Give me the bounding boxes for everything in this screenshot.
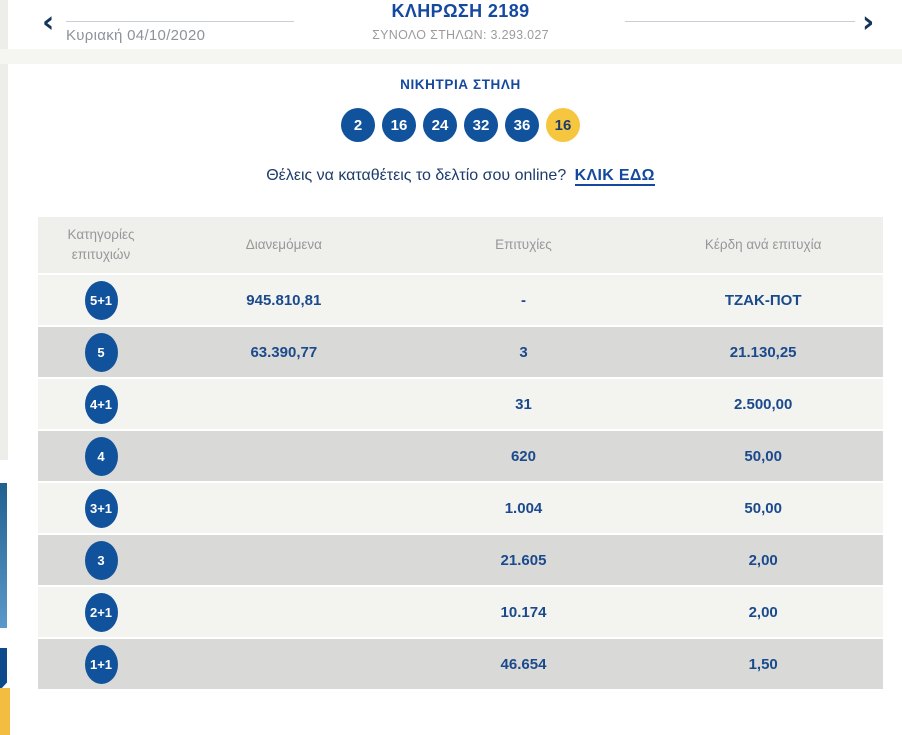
category-badge: 3+1 (84, 488, 118, 528)
winners-cell: 3 (519, 343, 528, 361)
category-cell: 3+1 (38, 488, 164, 528)
category-cell: 3 (38, 540, 164, 580)
prize-table: Κατηγορίες επιτυχιών Διανεμόμενα Επιτυχί… (38, 217, 883, 689)
distributed-cell: 63.390,77 (250, 343, 318, 361)
category-badge: 1+1 (84, 644, 118, 684)
table-row: 5 63.390,77 3 21.130,25 (38, 325, 883, 377)
col-header-winners: Επιτυχίες (495, 237, 552, 253)
prize-cell: 50,00 (744, 499, 782, 517)
winning-number-ball: 36 (505, 108, 539, 142)
draw-date: Κυριακή 04/10/2020 (66, 27, 206, 44)
table-row: 4 620 50,00 (38, 429, 883, 481)
col-header-distributed: Διανεμόμενα (245, 237, 322, 253)
category-badge: 4 (84, 436, 118, 476)
prize-table-header: Κατηγορίες επιτυχιών Διανεμόμενα Επιτυχί… (38, 217, 883, 273)
col-header-categories: Κατηγορίες επιτυχιών (67, 227, 135, 262)
winning-column-title: ΝΙΚΗΤΡΙΑ ΣΤΗΛΗ (400, 77, 521, 92)
category-badge: 4+1 (84, 384, 118, 424)
next-draw-button[interactable]: › (858, 4, 878, 42)
left-edge-navy-stripe (0, 648, 7, 690)
category-badge: 5 (84, 332, 118, 372)
left-edge-yellow-stripe (0, 688, 10, 735)
col-header-prize: Κέρδη ανά επιτυχία (704, 237, 822, 253)
draw-title: ΚΛΗΡΩΣΗ 2189 (391, 1, 530, 21)
prize-cell: ΤΖΑΚ-ΠΟΤ (724, 291, 802, 309)
prize-table-body: 5+1 945.810,81 - ΤΖΑΚ-ΠΟΤ 5 63.390,77 3 21.130,… (38, 273, 883, 689)
click-here-link[interactable]: ΚΛΙΚ ΕΔΩ (574, 167, 655, 186)
total-columns-label: ΣΥΝΟΛΟ ΣΤΗΛΩΝ: 3.293.027 (372, 28, 549, 42)
winning-number-ball: 32 (464, 108, 498, 142)
winners-cell: 10.174 (500, 603, 547, 621)
draw-header: ‹ Κυριακή 04/10/2020 ΚΛΗΡΩΣΗ 2189 ΣΥΝΟΛΟ… (0, 0, 902, 64)
prize-cell: 2,00 (748, 551, 778, 569)
category-cell: 1+1 (38, 644, 164, 684)
winning-number-ball: 2 (341, 108, 375, 142)
table-row: 4+1 31 2.500,00 (38, 377, 883, 429)
table-row: 1+1 46.654 1,50 (38, 637, 883, 689)
category-cell: 5+1 (38, 280, 164, 320)
category-badge: 2+1 (84, 592, 118, 632)
winners-cell: - (520, 291, 526, 309)
winners-cell: 1.004 (504, 499, 543, 517)
winners-cell: 21.605 (500, 551, 547, 569)
table-row: 5+1 945.810,81 - ΤΖΑΚ-ΠΟΤ (38, 273, 883, 325)
distributed-cell: 945.810,81 (246, 291, 322, 309)
winners-cell: 46.654 (500, 655, 547, 673)
header-rule-left (66, 21, 294, 22)
category-cell: 5 (38, 332, 164, 372)
joker-number-ball: 16 (546, 108, 580, 142)
winners-cell: 31 (515, 395, 532, 413)
table-row: 3 21.605 2,00 (38, 533, 883, 585)
prize-cell: 21.130,25 (729, 343, 797, 361)
winning-numbers-row: 2 16 24 32 36 16 (38, 108, 883, 142)
left-edge-gray-stripe (0, 0, 8, 460)
category-cell: 4+1 (38, 384, 164, 424)
left-edge-blue-stripe (0, 483, 7, 628)
table-row: 2+1 10.174 2,00 (38, 585, 883, 637)
prize-cell: 2,00 (748, 603, 778, 621)
category-cell: 2+1 (38, 592, 164, 632)
winners-cell: 620 (510, 447, 536, 465)
prize-cell: 2.500,00 (733, 395, 793, 413)
header-divider-band (0, 49, 902, 64)
prize-cell: 50,00 (744, 447, 782, 465)
prize-cell: 1,50 (748, 655, 778, 673)
prev-draw-button[interactable]: ‹ (38, 4, 58, 42)
category-badge: 3 (84, 540, 118, 580)
header-rule-right (625, 21, 855, 22)
online-cta-text: Θέλεις να καταθέτεις το δελτίο σου onlin… (266, 167, 567, 184)
table-row: 3+1 1.004 50,00 (38, 481, 883, 533)
category-badge: 5+1 (84, 280, 118, 320)
winning-number-ball: 24 (423, 108, 457, 142)
online-cta: Θέλεις να καταθέτεις το δελτίο σου onlin… (38, 167, 883, 186)
winning-number-ball: 16 (382, 108, 416, 142)
category-cell: 4 (38, 436, 164, 476)
